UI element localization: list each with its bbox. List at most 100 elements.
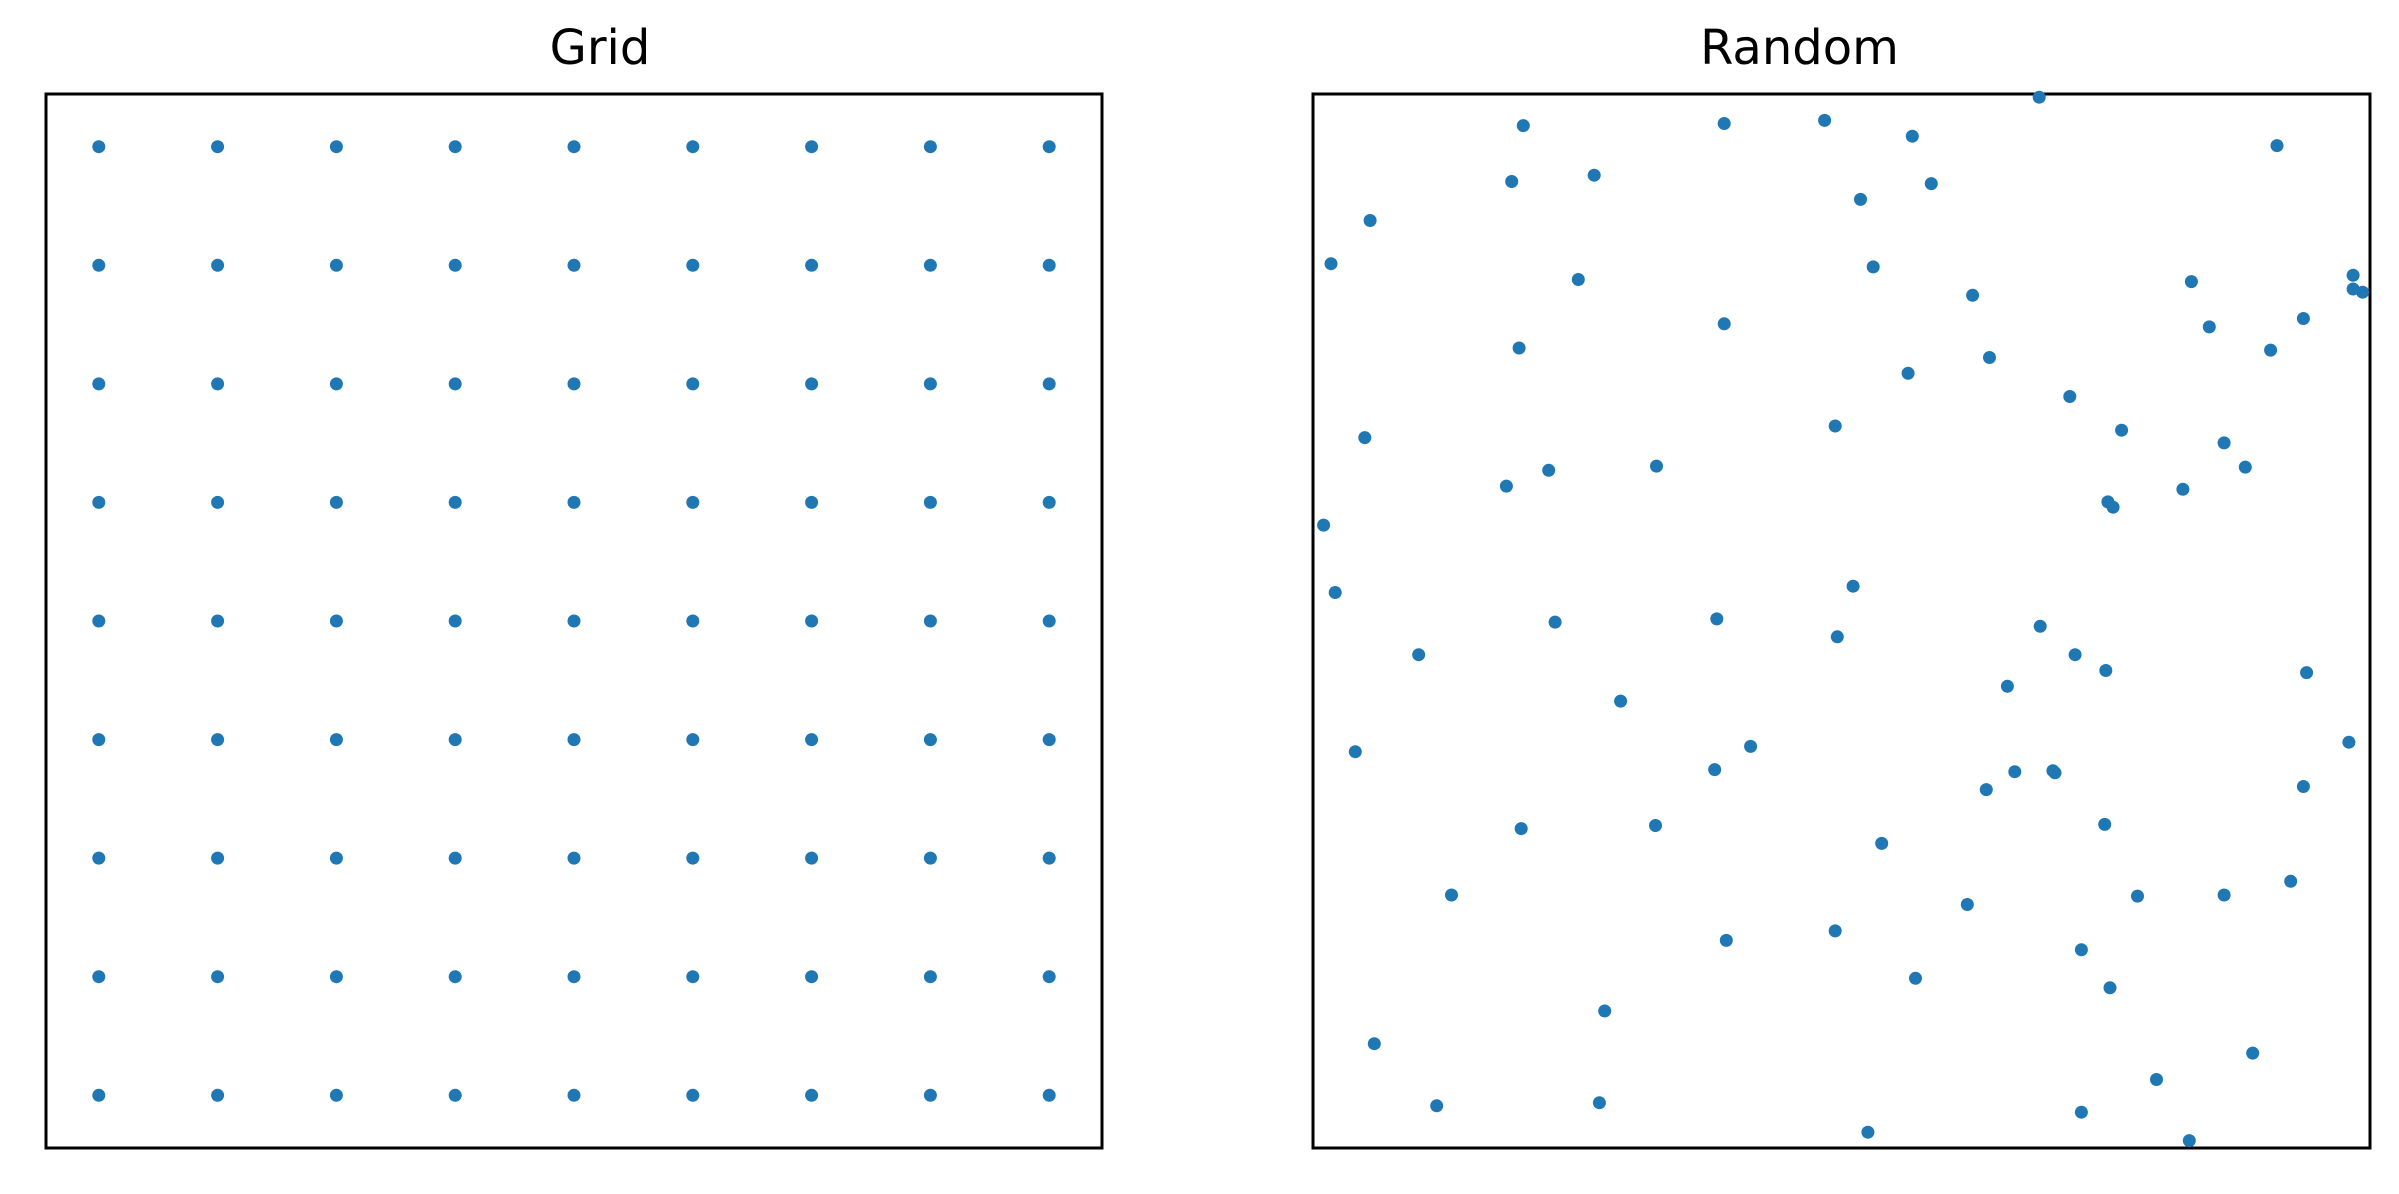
scatter-point (92, 733, 106, 747)
scatter-point (1358, 431, 1372, 445)
scatter-point (1587, 168, 1601, 182)
scatter-point (1717, 117, 1731, 130)
scatter-point (2103, 981, 2117, 995)
scatter-point (1516, 119, 1530, 133)
scatter-point (92, 377, 106, 391)
scatter-point (923, 1088, 937, 1102)
scatter-point (1512, 341, 1526, 355)
scatter-point (2300, 666, 2314, 680)
scatter-point (1983, 351, 1996, 364)
scatter-point (2063, 390, 2077, 403)
scatter-point (1614, 694, 1628, 708)
scatter-point (567, 851, 581, 865)
scatter-point (805, 140, 819, 154)
scatter-point (567, 970, 581, 984)
scatter-point (211, 258, 225, 272)
scatter-point (211, 1088, 225, 1102)
scatter-point (448, 733, 462, 747)
random-scatter-plot (1311, 90, 2372, 1150)
scatter-point (1542, 463, 1556, 477)
scatter-point (1909, 971, 1922, 985)
scatter-point (2270, 139, 2284, 153)
scatter-point (1412, 648, 1426, 662)
scatter-point (1042, 140, 1056, 154)
scatter-point (686, 614, 700, 628)
scatter-point (211, 614, 225, 628)
scatter-point (2101, 495, 2115, 509)
scatter-point (805, 258, 819, 272)
scatter-point (1649, 819, 1662, 832)
scatter-point (805, 495, 819, 509)
scatter-point (92, 258, 106, 272)
scatter-point (2074, 1105, 2088, 1119)
scatter-point (1854, 192, 1867, 206)
scatter-point (2176, 482, 2190, 496)
scatter-point (2284, 874, 2298, 888)
scatter-point (92, 851, 106, 865)
scatter-point (329, 970, 343, 984)
scatter-point (923, 258, 937, 272)
scatter-point (448, 377, 462, 391)
scatter-point (567, 733, 581, 747)
scatter-point (448, 495, 462, 509)
grid-chart-panel: Grid (44, 20, 1104, 1150)
scatter-point (1548, 615, 1562, 629)
scatter-point (567, 377, 581, 391)
scatter-point (1719, 933, 1733, 947)
scatter-point (92, 1088, 106, 1102)
scatter-point (2048, 766, 2062, 780)
scatter-point (1363, 214, 1377, 227)
scatter-point (2296, 780, 2310, 793)
scatter-point (2131, 889, 2144, 903)
scatter-point (805, 851, 819, 865)
scatter-point (1960, 898, 1974, 911)
scatter-point (1828, 924, 1842, 938)
scatter-point (1979, 783, 1993, 797)
scatter-point (211, 970, 225, 984)
scatter-point (686, 140, 700, 154)
scatter-point (2238, 460, 2252, 474)
chart-title: Random (1700, 20, 1899, 76)
scatter-point (1710, 612, 1724, 626)
scatter-point (329, 614, 343, 628)
scatter-point (686, 258, 700, 272)
scatter-point (805, 1088, 819, 1102)
scatter-point (1514, 822, 1528, 836)
scatter-point (2264, 343, 2278, 357)
random-chart-panel: Random (1200, 0, 2399, 1194)
scatter-point (1846, 579, 1860, 593)
scatter-point (329, 1088, 343, 1102)
scatter-point (1042, 970, 1056, 984)
scatter-point (448, 970, 462, 984)
scatter-point (1042, 377, 1056, 391)
scatter-point (2182, 1134, 2196, 1148)
scatter-point (2346, 282, 2360, 296)
scatter-point (686, 733, 700, 747)
scatter-point (2033, 619, 2047, 633)
scatter-point (1571, 273, 1585, 286)
scatter-point (1042, 851, 1056, 865)
scatter-point (1042, 258, 1056, 272)
scatter-point (1328, 586, 1342, 599)
scatter-point (2217, 888, 2231, 902)
scatter-point (923, 140, 937, 154)
scatter-point (92, 495, 106, 509)
scatter-point (1367, 1037, 1381, 1051)
scatter-point (923, 495, 937, 509)
scatter-point (805, 733, 819, 747)
scatter-point (2342, 735, 2356, 749)
scatter-point (1830, 630, 1844, 644)
scatter-point (2246, 1046, 2260, 1060)
scatter-point (1042, 1088, 1056, 1102)
scatter-point (1905, 129, 1919, 143)
scatter-point (2346, 268, 2360, 282)
scatter-point (2150, 1073, 2163, 1086)
scatter-point (1828, 419, 1842, 433)
scatter-point (567, 614, 581, 628)
scatter-point (2115, 423, 2129, 437)
grid-scatter-plot (44, 92, 1104, 1150)
scatter-point (805, 614, 819, 628)
scatter-point (92, 140, 106, 154)
scatter-point (448, 614, 462, 628)
scatter-point (923, 970, 937, 984)
